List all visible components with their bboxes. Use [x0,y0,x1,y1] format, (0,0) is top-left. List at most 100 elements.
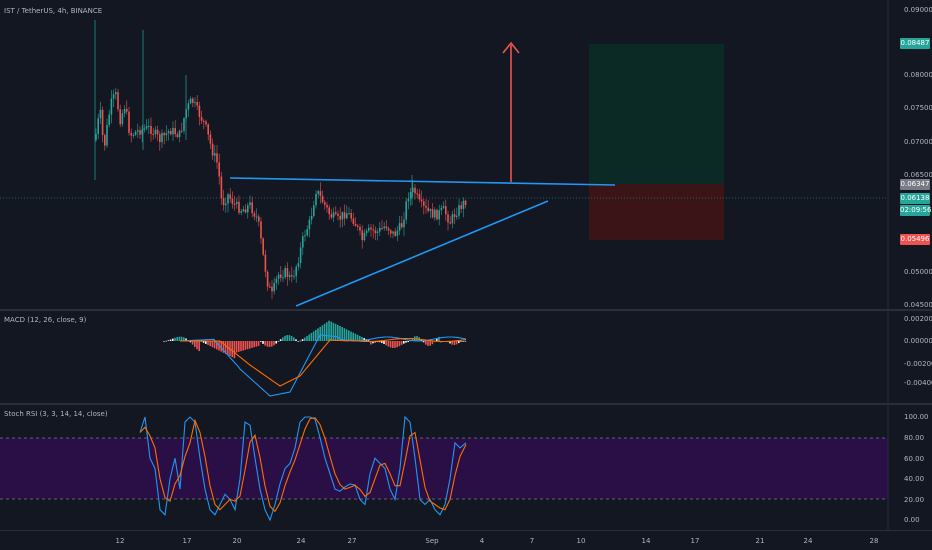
candle-body [462,200,465,209]
macd-bar [381,341,383,343]
y-tick: -0.00200 [904,360,932,368]
macd-chart[interactable] [0,311,932,403]
candle-body [112,94,115,99]
candle-body [445,206,447,215]
candle-body [354,223,357,226]
x-tick: 12 [115,537,125,545]
macd-bar [205,341,207,344]
candle-body [341,212,344,220]
macd-bar [304,337,306,341]
candles [94,20,467,300]
macd-bar [431,341,434,345]
macd-bar [255,341,258,347]
candle-body [464,200,467,205]
stoch-chart[interactable] [0,405,932,530]
macd-bar [194,341,196,348]
candle-body [379,227,381,232]
macd-bar [345,329,348,341]
candle-body [383,226,385,229]
x-tick: 14 [641,537,651,545]
target-arrow-head [502,41,520,54]
candle-body [128,111,130,133]
candle-body [280,274,282,278]
candle-body [269,286,271,288]
candle-body [436,209,438,220]
x-tick: 24 [296,537,306,545]
candle-body [209,134,212,144]
macd-bar [238,341,240,352]
stoch-band [0,438,888,499]
candle-body [343,212,346,219]
macd-bar [207,341,209,345]
macd-bar [363,338,365,341]
price-pane[interactable]: IST / TetherUS, 4h, BINANCE 0.09000 0.08… [0,0,932,309]
x-tick: Sep [425,537,439,545]
candle-body [106,124,108,146]
candle-body [317,191,319,194]
candle-body [335,212,337,214]
macd-bar [403,341,405,344]
macd-bar [308,334,310,341]
macd-bar [174,337,176,341]
macd-bar [262,341,264,344]
candle-body [405,201,407,220]
y-tick: 0.00000 [904,337,932,345]
macd-bar [191,341,194,345]
macd-bar [213,341,216,349]
macd-pane[interactable]: MACD (12, 26, close, 9) 0.00200 0.00000 … [0,311,932,403]
y-tick: 0.05000 [904,268,932,276]
candle-body [434,209,436,218]
candle-body [297,262,300,267]
macd-bar [253,341,255,348]
macd-bar [257,341,260,346]
macd-bar [286,335,288,341]
macd-bar [172,338,174,341]
candle-body [401,223,403,228]
macd-bar [429,341,431,346]
candle-body [238,201,240,213]
candle-body [390,230,392,234]
candle-body [319,191,322,196]
candle-body [368,227,370,231]
candle-body [244,209,247,213]
macd-bar [334,323,337,341]
macd-bar [436,338,438,341]
candle-body [324,202,326,205]
pane-divider[interactable] [0,403,932,405]
candle-body [394,231,396,236]
pane-divider[interactable] [0,309,932,311]
candle-body [198,105,201,117]
y-tick: 0.09000 [904,6,932,14]
candle-body [205,121,207,125]
macd-bar [169,339,172,341]
candle-body [194,102,196,104]
macd-bar [396,341,398,348]
y-tick: 0.07500 [904,104,932,112]
macd-bar [268,341,271,347]
macd-bar [405,341,407,343]
y-tick: 0.04500 [904,301,932,309]
candle-body [271,286,273,292]
x-tick: 17 [690,537,700,545]
candle-body [330,214,333,218]
candle-body [247,205,249,213]
candle-body [172,128,174,135]
macd-bar [180,336,183,341]
candle-body [420,199,423,202]
stoch-pane[interactable]: Stoch RSI (3, 3, 14, 14, close) 100.00 8… [0,405,932,530]
price-chart[interactable] [0,0,932,309]
macd-bar [183,337,185,341]
candle-body [321,195,324,203]
y-tick: 40.00 [904,475,925,483]
candle-body [284,268,286,278]
macd-bar [220,341,222,352]
candle-body [126,108,128,112]
macd-bar [310,333,313,341]
candle-body [203,120,205,122]
candle-body [387,228,390,231]
candle-body [251,202,253,214]
macd-bar [235,341,238,353]
candle-body [376,231,379,234]
x-tick: 10 [576,537,586,545]
macd-bar [427,341,429,346]
